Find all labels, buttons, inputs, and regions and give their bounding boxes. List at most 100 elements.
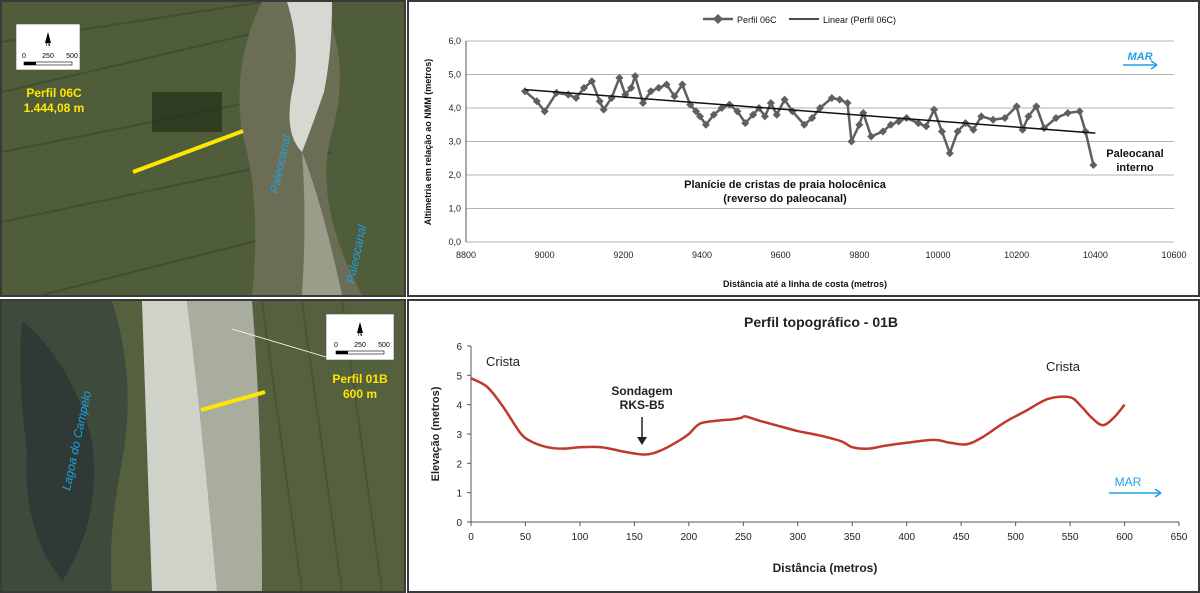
data-point-marker <box>627 83 636 92</box>
legend: Perfil 06C Linear (Perfil 06C) <box>703 14 896 25</box>
data-point-marker <box>760 112 769 121</box>
data-point-marker <box>878 127 887 136</box>
annotation-crista-right: Crista <box>1046 359 1081 374</box>
y-tick-label: 4,0 <box>448 103 461 113</box>
x-tick-label: 100 <box>572 532 589 543</box>
x-tick-label: 9600 <box>771 250 791 260</box>
data-point-marker <box>855 120 864 129</box>
data-point-marker <box>741 119 750 128</box>
data-point-marker <box>989 115 998 124</box>
profile-label-top: Perfil 06C <box>26 86 82 100</box>
x-tick-label: 550 <box>1062 532 1079 543</box>
x-tick-label: 9800 <box>849 250 869 260</box>
data-point-marker <box>615 73 624 82</box>
data-point-marker <box>894 117 903 126</box>
x-tick-label: 10600 <box>1161 250 1186 260</box>
x-tick-label: 10000 <box>925 250 950 260</box>
scale-tick-250: 250 <box>42 53 54 60</box>
data-point-marker <box>969 125 978 134</box>
annotation-planicie: Planície de cristas de praia holocênica <box>684 179 887 191</box>
scale-tick-0: 0 <box>334 342 338 349</box>
y-tick-label: 1,0 <box>448 204 461 214</box>
data-point-marker <box>953 127 962 136</box>
scale-tick-250: 250 <box>354 342 366 349</box>
data-point-marker <box>977 112 986 121</box>
north-arrow-icon: N <box>357 331 362 338</box>
satellite-image-top: N 0 250 500 Perfil 06C 1.444,08 m Paleoc… <box>0 0 406 297</box>
x-tick-label: 350 <box>844 532 861 543</box>
data-point-marker <box>930 105 939 114</box>
data-point-marker <box>886 120 895 129</box>
data-point-marker <box>564 90 573 99</box>
data-point-marker <box>827 93 836 102</box>
data-point-marker <box>1032 102 1041 111</box>
annotation-crista-left: Crista <box>486 354 521 369</box>
data-point-marker <box>766 98 775 107</box>
data-point-marker <box>580 83 588 92</box>
x-tick-label: 650 <box>1171 532 1188 543</box>
data-point-marker <box>587 77 596 86</box>
x-tick-label: 600 <box>1116 532 1133 543</box>
series-line-perfil-06c <box>524 74 1095 166</box>
scale-tick-500: 500 <box>378 342 390 349</box>
data-point-marker <box>631 72 640 81</box>
data-point-marker <box>621 90 630 99</box>
x-tick-label: 50 <box>520 532 532 543</box>
annotation-reverso: (reverso do paleocanal) <box>723 193 847 205</box>
x-tick-label: 150 <box>626 532 643 543</box>
data-point-marker <box>701 120 710 129</box>
data-point-marker <box>670 92 679 101</box>
x-tick-label: 8800 <box>456 250 476 260</box>
data-point-marker <box>922 122 931 131</box>
x-tick-label: 400 <box>898 532 915 543</box>
x-tick-label: 10400 <box>1083 250 1108 260</box>
data-point-marker <box>772 110 781 119</box>
chart-title: Perfil topográfico - 01B <box>744 314 898 330</box>
data-point-marker <box>552 88 561 97</box>
x-tick-label: 10200 <box>1004 250 1029 260</box>
data-point-marker <box>599 105 608 114</box>
data-point-marker <box>800 120 809 129</box>
data-point-marker <box>540 107 549 116</box>
profile-line-bottom <box>200 390 266 412</box>
y-tick-label: 1 <box>456 489 462 500</box>
x-tick-label: 300 <box>789 532 806 543</box>
data-point-marker <box>654 83 663 92</box>
annotation-rks-b5: RKS-B5 <box>620 398 665 412</box>
data-point-marker <box>867 132 876 141</box>
x-tick-label: 250 <box>735 532 752 543</box>
y-tick-label: 4 <box>456 401 462 412</box>
data-point-marker <box>733 107 742 116</box>
profile-line-top <box>132 129 244 174</box>
y-tick-label: 2 <box>456 459 462 470</box>
data-point-marker <box>709 110 718 119</box>
annotation-mar: MAR <box>1127 51 1152 63</box>
data-point-marker <box>717 104 726 112</box>
y-tick-label: 0 <box>456 518 462 529</box>
annotation-interno: interno <box>1116 162 1154 174</box>
data-point-marker <box>847 137 856 146</box>
data-point-marker <box>532 97 541 106</box>
y-tick-label: 5,0 <box>448 70 461 80</box>
y-tick-label: 0,0 <box>448 237 461 247</box>
data-point-marker <box>1081 127 1090 136</box>
profile-length-top: 1.444,08 m <box>24 101 85 115</box>
y-axis-label: Altimetria em relação ao NMM (metros) <box>423 59 433 226</box>
data-point-marker <box>692 107 701 116</box>
data-point-marker <box>816 104 824 112</box>
north-arrow-icon: N <box>45 41 50 48</box>
data-point-marker <box>914 119 923 128</box>
x-axis-label: Distância até a linha de costa (metros) <box>723 279 887 289</box>
chart-perfil-06c: Perfil 06C Linear (Perfil 06C) 0,0 1,0 2,0… <box>407 0 1200 297</box>
data-point-marker <box>1012 102 1021 111</box>
legend-entry-linear: Linear (Perfil 06C) <box>823 15 896 25</box>
y-tick-label: 2,0 <box>448 170 461 180</box>
data-point-marker <box>595 97 604 106</box>
legend-entry-perfil: Perfil 06C <box>737 15 777 25</box>
y-tick-label: 5 <box>456 371 462 382</box>
data-point-marker <box>678 80 687 89</box>
x-tick-label: 450 <box>953 532 970 543</box>
data-point-marker <box>1024 112 1033 121</box>
data-point-marker <box>808 114 817 123</box>
annotation-sondagem: Sondagem <box>611 384 672 398</box>
